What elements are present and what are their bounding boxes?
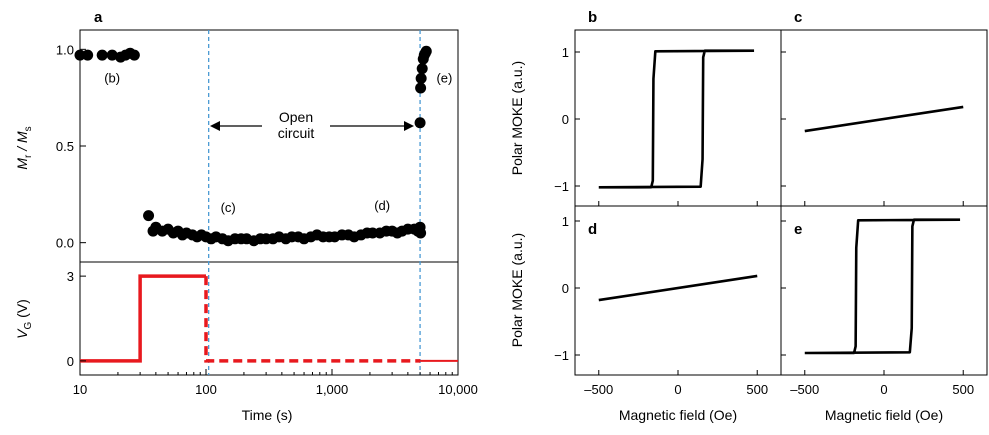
panel-b-frame: [574, 29, 782, 207]
panel-e-label: e: [794, 221, 802, 238]
moke-xtick-label-e-2: 500: [952, 382, 974, 397]
data-point-58: [414, 117, 426, 129]
moke-xtick-label-e-0: –500: [790, 382, 819, 397]
x-tick-label-0: 10: [73, 382, 87, 397]
x-tick-label-3: 10,000: [438, 382, 478, 397]
moke-xtick-label-d-0: –500: [584, 382, 613, 397]
moke-ytick-label-d-0: −1: [554, 348, 569, 363]
panel-d-label: d: [588, 221, 597, 238]
moke-curve-b: [598, 49, 755, 189]
moke-xtick-label-e-1: 0: [880, 382, 887, 397]
moke-ytick-label-b-1: 0: [562, 112, 569, 127]
data-point-59: [415, 82, 427, 94]
moke-panels: −1 0 1 −1 0 1 –500 0 500 –500 0 500 b c d e Polar M…: [509, 9, 988, 423]
moke-xtick-label-d-2: 500: [746, 382, 768, 397]
panel-b-label: b: [588, 9, 597, 26]
annotation-3: (e): [436, 70, 452, 85]
panel-a-ticks: 10 100 1,000 10,000 0.0 0.5 1.0 0 3: [56, 42, 478, 397]
remanence-axis-label: Mr / Ms: [14, 126, 34, 169]
moke-curves: [598, 49, 964, 355]
panel-d-frame: [574, 205, 782, 376]
data-point-2: [96, 49, 108, 61]
data-point-3: [106, 49, 118, 61]
moke-curve-d: [598, 274, 758, 302]
arrow-right-head: [404, 121, 414, 131]
voltage-axis-label: VG (V): [14, 299, 34, 339]
moke-ticks: −1 0 1 −1 0 1 –500 0 500 –500 0 500: [554, 45, 974, 397]
moke-ytick-label-d-1: 0: [562, 281, 569, 296]
annotation-0: (b): [104, 70, 120, 85]
data-point-8: [143, 210, 155, 222]
panel-e-frame: [780, 205, 988, 376]
moke-ylabel-top: Polar MOKE (a.u.): [509, 61, 525, 175]
voltage-solid: [80, 274, 206, 363]
panel-a-label: a: [94, 9, 103, 26]
data-point-61: [416, 63, 428, 75]
moke-xlabel-left: Magnetic field (Oe): [619, 407, 737, 423]
data-point-1: [82, 49, 94, 61]
data-point-65: [420, 45, 432, 57]
annotation-2: (d): [374, 198, 390, 213]
moke-ylabel-bottom: Polar MOKE (a.u.): [509, 233, 525, 347]
open-label-line2: circuit: [278, 125, 315, 141]
moke-xlabel-right: Magnetic field (Oe): [825, 407, 943, 423]
open-label-line1: Open: [279, 109, 313, 125]
remanence-points: [74, 45, 432, 247]
y-tick-top-label-0: 0.0: [56, 236, 74, 251]
panel-a-bottom-frame: [79, 261, 459, 376]
voltage-dashed: [204, 276, 421, 363]
y-tick-bottom-label-0: 0: [67, 354, 74, 369]
moke-curve-c: [804, 105, 964, 133]
panel-c-label: c: [794, 9, 802, 26]
moke-ytick-label-b-2: 1: [562, 45, 569, 60]
moke-ytick-label-d-2: 1: [562, 214, 569, 229]
moke-curve-e: [804, 218, 961, 355]
y-tick-bottom-label-1: 3: [67, 269, 74, 284]
y-tick-top-label-1: 0.5: [56, 139, 74, 154]
annotation-1: (c): [221, 200, 236, 215]
data-point-57: [415, 227, 427, 239]
data-point-7: [128, 49, 140, 61]
x-tick-label-1: 100: [195, 382, 217, 397]
y-tick-top-label-2: 1.0: [56, 42, 74, 57]
arrow-left-head: [210, 121, 220, 131]
gate-voltage-trace: [80, 274, 458, 363]
data-point-60: [415, 72, 427, 84]
moke-ytick-label-b-0: −1: [554, 179, 569, 194]
moke-xtick-label-d-1: 0: [674, 382, 681, 397]
x-tick-label-2: 1,000: [316, 382, 349, 397]
panel-a-annotations: (b) (c) (d) (e): [104, 70, 452, 215]
data-point-0: [74, 49, 86, 61]
time-axis-label: Time (s): [242, 407, 293, 423]
